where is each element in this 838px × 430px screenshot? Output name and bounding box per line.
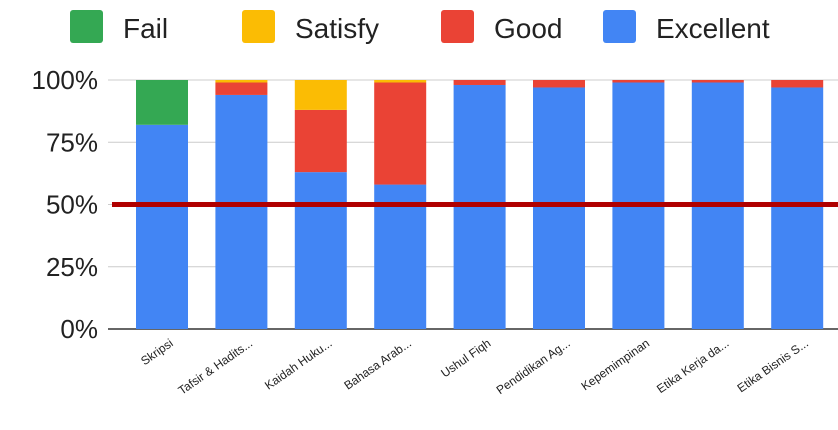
legend-label-fail: Fail: [123, 13, 168, 44]
bar-segment-satisfy: [374, 80, 427, 83]
bar-segment-good: [533, 80, 585, 88]
y-axis-tick-labels: 0% 25% 50% 75% 100%: [32, 65, 99, 344]
legend-swatch-good: [441, 10, 474, 43]
x-axis-tick-labels: Skripsi Tafsir & Hadits... Kaidah Huku... B…: [138, 336, 811, 398]
bar-segment-excellent: [294, 172, 347, 329]
legend: Fail Satisfy Good Excellent: [70, 10, 770, 44]
legend-label-excellent: Excellent: [656, 13, 770, 44]
x-tick-label: Etika Kerja da...: [654, 336, 731, 396]
x-tick-label: Tafsir & Hadits...: [176, 336, 256, 398]
x-tick-label: Kepemimpinan: [579, 336, 653, 393]
y-tick-label: 50%: [46, 190, 98, 220]
bar-segment-good: [612, 80, 665, 83]
x-tick-label: Ushul Fiqh: [438, 336, 493, 380]
y-tick-label: 100%: [32, 65, 99, 95]
bar-segment-good: [453, 80, 506, 85]
bar-segment-excellent: [215, 94, 268, 329]
bar-segment-good: [771, 80, 824, 88]
y-tick-label: 25%: [46, 252, 98, 282]
x-tick-label: Bahasa Arab...: [341, 336, 414, 393]
legend-swatch-excellent: [603, 10, 636, 43]
bar-segment-good: [294, 109, 347, 173]
y-tick-label: 0%: [60, 314, 98, 344]
bars: [136, 80, 824, 330]
bar-segment-fail: [136, 80, 188, 125]
x-tick-label: Pendidikan Ag...: [494, 336, 573, 397]
bar-segment-good: [374, 82, 427, 185]
bar-segment-good: [215, 82, 268, 95]
x-tick-label: Kaidah Huku...: [262, 336, 335, 393]
legend-label-satisfy: Satisfy: [295, 13, 379, 44]
bar-segment-good: [691, 80, 744, 83]
y-tick-label: 75%: [46, 127, 98, 157]
bar-segment-satisfy: [215, 80, 268, 83]
bar-segment-excellent: [374, 184, 427, 329]
legend-swatch-satisfy: [242, 10, 275, 43]
x-tick-label: Skripsi: [138, 336, 176, 368]
bar-segment-excellent: [136, 124, 188, 329]
bar-segment-excellent: [533, 87, 585, 329]
x-tick-label: Etika Bisnis S...: [735, 336, 811, 395]
legend-label-good: Good: [494, 13, 563, 44]
legend-swatch-fail: [70, 10, 103, 43]
bar-segment-satisfy: [294, 80, 347, 110]
bar-segment-excellent: [771, 87, 824, 329]
